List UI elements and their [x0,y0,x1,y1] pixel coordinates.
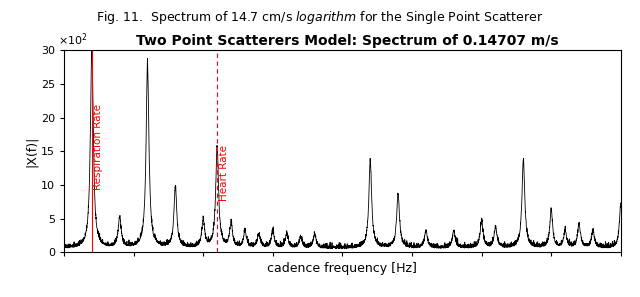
Y-axis label: |X(f)|: |X(f)| [25,136,38,167]
Text: $\times 10^2$: $\times 10^2$ [58,32,88,48]
X-axis label: cadence frequency [Hz]: cadence frequency [Hz] [268,262,417,275]
Text: Heart Rate: Heart Rate [218,145,228,201]
Text: Two Point Scatterers Model: Spectrum of 0.14707 m/s: Two Point Scatterers Model: Spectrum of … [136,34,559,48]
Text: Respiration Rate: Respiration Rate [93,104,103,190]
Text: Fig. 11.  Spectrum of 14.7 cm/s $\it{logarithm}$ for the Single Point Scatterer: Fig. 11. Spectrum of 14.7 cm/s $\it{loga… [97,9,543,26]
